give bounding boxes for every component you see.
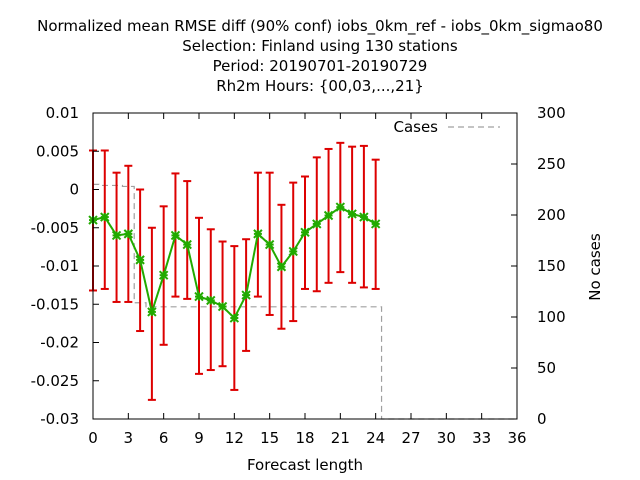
x-tick-label: 15 [260,429,279,447]
data-point [335,202,346,212]
data-point [241,290,251,300]
marker-stroke [359,212,369,222]
marker-stroke [370,219,381,229]
y-tick-label: -0.02 [40,334,79,352]
data-point [312,219,322,229]
marker-stroke [170,230,181,241]
marker-stroke [312,219,322,229]
marker-stroke [123,229,134,239]
title-line-3: Period: 20190701-20190729 [213,57,428,75]
marker-stroke [135,255,145,265]
x-axis-label: Forecast length [247,456,363,474]
y2-axis-label: No cases [586,233,604,301]
data-point [194,291,204,302]
data-point [370,219,381,229]
data-point [347,209,357,219]
legend: Cases [393,118,500,136]
data-point [288,246,298,257]
marker-stroke [206,295,216,306]
data-point [170,230,181,241]
data-point [323,210,334,221]
data-point [182,239,192,250]
x-tick-label: 3 [124,429,134,447]
title-line-4: Rh2m Hours: {00,03,...,21} [216,77,424,95]
legend-label-cases: Cases [393,118,438,136]
marker-stroke [323,210,334,221]
title-line-2: Selection: Finland using 130 stations [182,37,458,55]
y2-tick-label: 300 [537,104,566,122]
y-tick-label: -0.03 [40,410,79,428]
x-tick-label: 21 [331,429,350,447]
data-point [100,212,110,222]
y-tick-label: 0.005 [36,142,79,160]
marker-stroke [111,230,122,241]
y-tick-label: 0 [69,181,79,199]
data-point [217,301,228,312]
marker-stroke [264,239,275,250]
marker-stroke [158,270,169,280]
x-tick-label: 36 [507,429,526,447]
marker-stroke [182,239,192,250]
main-series [88,202,381,323]
data-point [206,295,216,306]
marker-stroke [217,301,228,312]
marker-stroke [335,202,346,212]
data-point [111,230,122,241]
x-tick-label: 24 [366,429,385,447]
y2-tick-label: 0 [537,410,547,428]
x-tick-label: 27 [401,429,420,447]
marker-stroke [194,291,204,302]
chart-title: Normalized mean RMSE diff (90% conf) iob… [37,17,603,95]
y2-tick-label: 200 [537,206,566,224]
y2-tick-label: 150 [537,257,566,275]
marker-stroke [347,209,357,219]
y2-tick-label: 250 [537,155,566,173]
marker-stroke [100,212,110,222]
x-tick-label: 33 [472,429,491,447]
y-tick-label: 0.01 [46,104,79,122]
x-tick-label: 30 [437,429,456,447]
data-point [253,229,263,239]
y2-tick-label: 50 [537,359,556,377]
data-point [135,255,145,265]
data-point [264,239,275,250]
y2-tick-label: 100 [537,308,566,326]
errorbar-series [89,141,380,401]
marker-stroke [300,227,310,238]
data-point [147,307,157,317]
marker-stroke [229,313,240,323]
marker-stroke [147,307,157,317]
data-point [276,262,287,272]
title-line-1: Normalized mean RMSE diff (90% conf) iob… [37,17,603,36]
y-tick-label: -0.01 [40,257,79,275]
y-tick-label: -0.005 [31,219,79,237]
x-tick-label: 0 [88,429,98,447]
y-tick-label: -0.015 [31,295,79,313]
marker-stroke [288,246,298,257]
y-tick-label: -0.025 [31,372,79,390]
data-point [229,313,240,323]
axis-ticks: 0 3 6 9 12 15 18 21 24 27 30 33 360.010.0050-0.005-0… [31,104,566,447]
marker-stroke [241,290,251,300]
marker-stroke [253,229,263,239]
data-point [359,212,369,222]
data-point [123,229,134,239]
data-point [300,227,310,238]
x-tick-label: 12 [225,429,244,447]
x-tick-label: 6 [159,429,169,447]
data-point [158,270,169,280]
x-tick-label: 18 [295,429,314,447]
x-tick-label: 9 [194,429,204,447]
marker-stroke [276,262,287,272]
